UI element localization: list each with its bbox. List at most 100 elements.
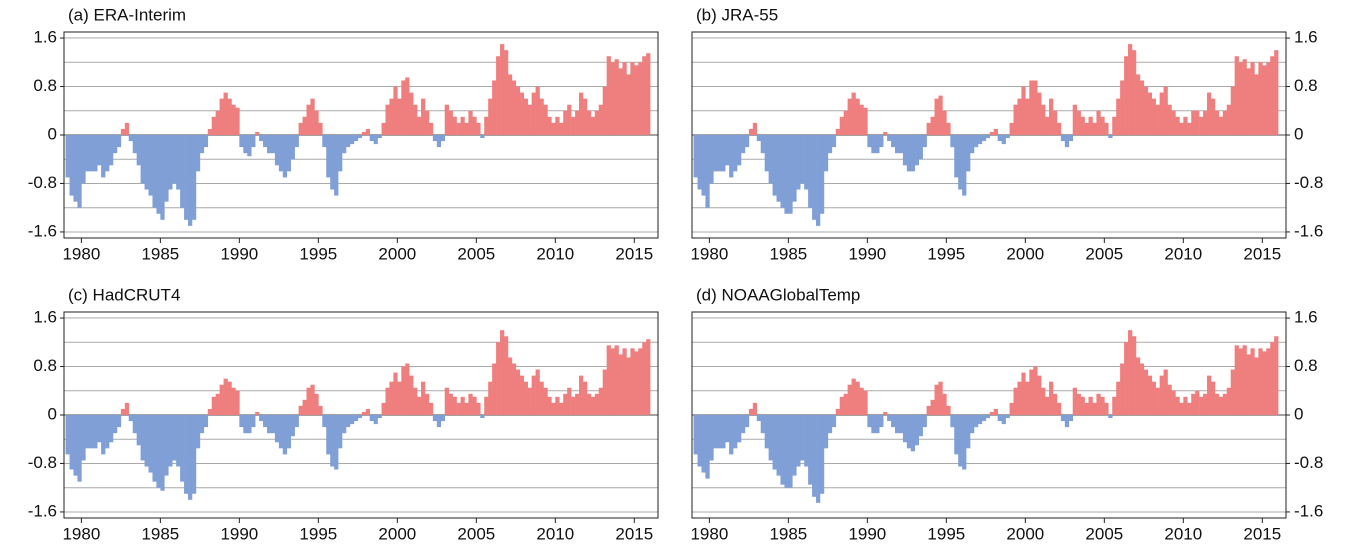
bar (500, 330, 505, 415)
bar (756, 135, 762, 142)
panel-title: (c) HadCRUT4 (68, 285, 180, 304)
bar (298, 122, 303, 135)
bar (1203, 393, 1208, 415)
x-tick-label: 2000 (378, 244, 416, 263)
bar (77, 415, 82, 482)
bar (373, 415, 378, 425)
bar (259, 415, 264, 422)
x-tick-label: 2005 (457, 524, 495, 543)
bar (1001, 135, 1006, 145)
bar (614, 345, 619, 415)
x-tick-label: 1995 (299, 244, 337, 263)
bar (1171, 390, 1176, 415)
bar (898, 135, 904, 154)
bar (914, 135, 919, 166)
bar (906, 135, 912, 172)
bar (1033, 80, 1038, 135)
bar (1135, 357, 1141, 415)
bar (381, 402, 386, 415)
bar (835, 128, 841, 135)
bar (191, 135, 197, 220)
bar (1084, 402, 1089, 415)
bar (338, 415, 343, 449)
bar (954, 135, 959, 178)
bar (610, 62, 615, 136)
bar (705, 135, 710, 208)
bar (251, 135, 256, 148)
bar (452, 396, 457, 415)
bar (519, 92, 525, 135)
bar (1238, 62, 1243, 136)
bar (966, 135, 971, 172)
bar (891, 415, 896, 428)
bar (1246, 68, 1251, 135)
bar (958, 135, 963, 190)
bar (1187, 122, 1192, 135)
bar (160, 135, 165, 220)
bar (539, 98, 544, 135)
bar (851, 92, 856, 135)
bar (278, 415, 284, 449)
bar (547, 396, 552, 415)
bar (128, 415, 134, 422)
bar (310, 384, 315, 415)
bar (772, 415, 777, 470)
x-tick-label: 2005 (1085, 524, 1123, 543)
bar (290, 415, 295, 437)
bar (586, 393, 592, 415)
bar (1056, 402, 1062, 415)
bar (436, 135, 442, 148)
bar (737, 415, 742, 443)
bar (989, 411, 995, 415)
y-tick-label: 1.6 (1294, 28, 1318, 47)
bar (215, 393, 220, 415)
bar (594, 393, 600, 415)
bar (725, 415, 730, 443)
y-tick-label: 0.8 (1294, 76, 1318, 95)
bar (428, 402, 434, 415)
bar (397, 98, 402, 135)
bar (515, 369, 521, 415)
bar (1167, 104, 1172, 135)
bar (1159, 375, 1164, 415)
bar (73, 415, 78, 476)
panel-title: (a) ERA-Interim (68, 5, 186, 24)
bar (270, 135, 276, 154)
bar (859, 387, 864, 415)
bar (1234, 345, 1239, 415)
bar (1163, 86, 1168, 135)
bar (547, 116, 552, 135)
bar (523, 98, 528, 135)
bar (1274, 336, 1279, 415)
bar (788, 135, 793, 214)
bar (1068, 135, 1074, 142)
bar (1064, 415, 1070, 428)
bar (946, 405, 951, 415)
bar (760, 135, 765, 154)
bar (772, 135, 777, 196)
bar (184, 135, 189, 220)
x-tick-label: 1985 (141, 244, 179, 263)
bar (195, 415, 201, 449)
y-tick-label: -1.6 (28, 501, 57, 520)
bar (717, 415, 722, 449)
bar (752, 122, 758, 135)
bar (1246, 354, 1251, 415)
bar (195, 135, 201, 172)
bar (1084, 122, 1089, 135)
bar (792, 415, 797, 476)
bar (740, 415, 746, 434)
y-tick-label: 0.8 (33, 356, 57, 375)
bar (492, 363, 497, 415)
bar (606, 56, 611, 136)
bar (452, 116, 457, 135)
bar (503, 50, 509, 136)
bar (756, 415, 762, 422)
y-tick-label: 1.6 (1294, 308, 1318, 327)
bar (148, 415, 153, 473)
bar (973, 415, 979, 428)
bar (1029, 80, 1034, 135)
bar (152, 415, 157, 482)
bar (160, 415, 165, 491)
bar (1060, 135, 1066, 142)
